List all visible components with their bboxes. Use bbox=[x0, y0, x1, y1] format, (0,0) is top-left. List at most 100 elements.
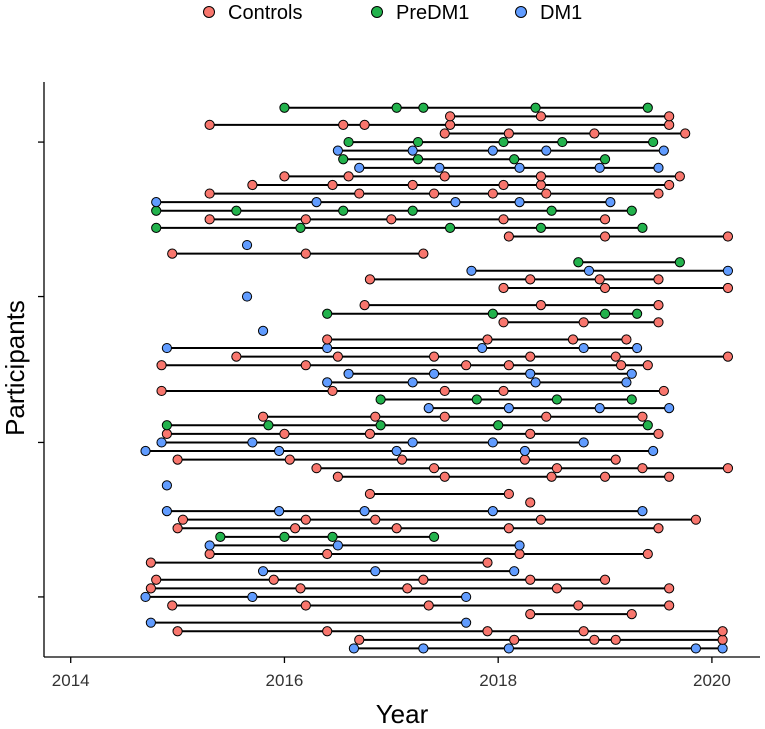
visit-point-controls bbox=[332, 351, 343, 362]
visit-point-controls bbox=[204, 548, 215, 560]
visit-point-controls bbox=[664, 111, 675, 122]
visit-point-dm1 bbox=[359, 506, 370, 517]
visit-point-controls bbox=[354, 188, 365, 199]
visit-point-dm1 bbox=[722, 265, 734, 276]
visit-point-dm1 bbox=[161, 480, 172, 491]
visit-point-dm1 bbox=[247, 591, 258, 603]
visit-point-controls bbox=[444, 119, 456, 131]
visit-point-controls bbox=[461, 360, 472, 371]
visit-point-dm1 bbox=[648, 445, 659, 457]
visit-point-controls bbox=[364, 488, 376, 500]
visit-point-controls bbox=[498, 214, 509, 225]
visit-point-controls bbox=[327, 179, 338, 191]
visit-point-controls bbox=[653, 428, 664, 439]
visit-point-dm1 bbox=[637, 506, 648, 517]
legend-marker-controls bbox=[203, 6, 215, 18]
visit-point-predm1 bbox=[674, 257, 685, 268]
visit-point-dm1 bbox=[514, 162, 525, 173]
x-tick-label-2014: 2014 bbox=[52, 671, 90, 690]
visit-point-controls bbox=[567, 334, 579, 345]
visit-point-controls bbox=[284, 454, 295, 465]
visit-point-controls bbox=[589, 634, 600, 645]
visit-point-dm1 bbox=[578, 342, 589, 354]
visit-point-predm1 bbox=[498, 136, 509, 148]
visit-point-predm1 bbox=[637, 222, 648, 233]
x-axis-ticks: 2014 2016 2018 2020 bbox=[52, 657, 731, 690]
visit-point-controls bbox=[514, 548, 525, 560]
visit-point-predm1 bbox=[546, 205, 557, 216]
visit-point-controls bbox=[177, 514, 189, 525]
visit-point-dm1 bbox=[583, 265, 595, 276]
visit-point-predm1 bbox=[535, 222, 547, 233]
visit-point-controls bbox=[247, 179, 258, 191]
visit-point-controls bbox=[487, 188, 498, 199]
visit-point-dm1 bbox=[503, 643, 514, 654]
visit-point-controls bbox=[418, 574, 429, 585]
visit-point-controls bbox=[535, 171, 547, 182]
visit-point-controls bbox=[525, 428, 536, 439]
visit-point-controls bbox=[525, 608, 536, 620]
visit-point-dm1 bbox=[717, 643, 728, 654]
visit-point-controls bbox=[509, 634, 520, 645]
visit-point-controls bbox=[594, 274, 605, 285]
visit-point-dm1 bbox=[151, 197, 162, 208]
visit-point-controls bbox=[551, 463, 563, 474]
visit-point-dm1 bbox=[519, 445, 530, 457]
visit-point-dm1 bbox=[514, 197, 525, 208]
visit-point-dm1 bbox=[407, 377, 418, 388]
visit-point-controls bbox=[642, 548, 653, 560]
visit-point-dm1 bbox=[322, 377, 333, 388]
visit-point-predm1 bbox=[557, 136, 568, 148]
visit-point-dm1 bbox=[664, 403, 675, 414]
visit-point-dm1 bbox=[257, 325, 269, 336]
visit-point-controls bbox=[418, 248, 429, 259]
visit-point-dm1 bbox=[594, 403, 605, 414]
visit-point-controls bbox=[482, 557, 493, 568]
visit-point-controls bbox=[498, 282, 509, 294]
visit-point-controls bbox=[402, 583, 413, 594]
visit-point-dm1 bbox=[140, 591, 151, 603]
visit-point-controls bbox=[439, 411, 450, 422]
visit-point-controls bbox=[322, 548, 333, 560]
visit-point-dm1 bbox=[140, 445, 151, 457]
visit-point-predm1 bbox=[327, 531, 338, 542]
visit-point-controls bbox=[653, 523, 664, 534]
visit-point-predm1 bbox=[279, 102, 290, 113]
visit-point-controls bbox=[300, 360, 311, 371]
visit-point-predm1 bbox=[375, 394, 386, 405]
visit-point-controls bbox=[167, 248, 178, 259]
visit-point-controls bbox=[322, 626, 333, 637]
visit-point-dm1 bbox=[370, 566, 381, 577]
visit-point-controls bbox=[482, 334, 493, 345]
visit-point-predm1 bbox=[642, 420, 653, 431]
visit-point-dm1 bbox=[161, 506, 172, 517]
visit-point-controls bbox=[172, 523, 183, 534]
visit-point-controls bbox=[722, 282, 734, 294]
visit-point-controls bbox=[658, 385, 669, 397]
y-axis-ticks bbox=[38, 141, 44, 598]
visit-point-controls bbox=[599, 574, 611, 585]
visit-point-dm1 bbox=[156, 437, 167, 448]
visit-point-dm1 bbox=[311, 197, 322, 208]
visit-point-controls bbox=[322, 334, 333, 345]
visit-point-controls bbox=[610, 351, 621, 362]
visit-point-controls bbox=[717, 634, 728, 645]
visit-point-dm1 bbox=[204, 540, 215, 551]
visit-point-controls bbox=[642, 360, 653, 371]
visit-point-dm1 bbox=[241, 291, 253, 302]
visit-point-controls bbox=[503, 360, 514, 371]
legend-label-controls: Controls bbox=[228, 2, 302, 24]
visit-point-controls bbox=[525, 574, 536, 585]
visit-point-predm1 bbox=[632, 308, 643, 319]
visit-point-controls bbox=[664, 119, 675, 131]
visit-point-predm1 bbox=[471, 394, 482, 405]
visit-point-dm1 bbox=[348, 643, 360, 654]
visit-point-controls bbox=[637, 463, 648, 474]
visit-point-controls bbox=[498, 179, 509, 191]
visit-point-predm1 bbox=[338, 154, 349, 165]
visit-point-predm1 bbox=[551, 394, 563, 405]
visit-point-predm1 bbox=[343, 136, 354, 148]
visit-point-controls bbox=[615, 360, 627, 371]
visit-point-dm1 bbox=[653, 162, 664, 173]
visit-point-controls bbox=[386, 214, 397, 225]
